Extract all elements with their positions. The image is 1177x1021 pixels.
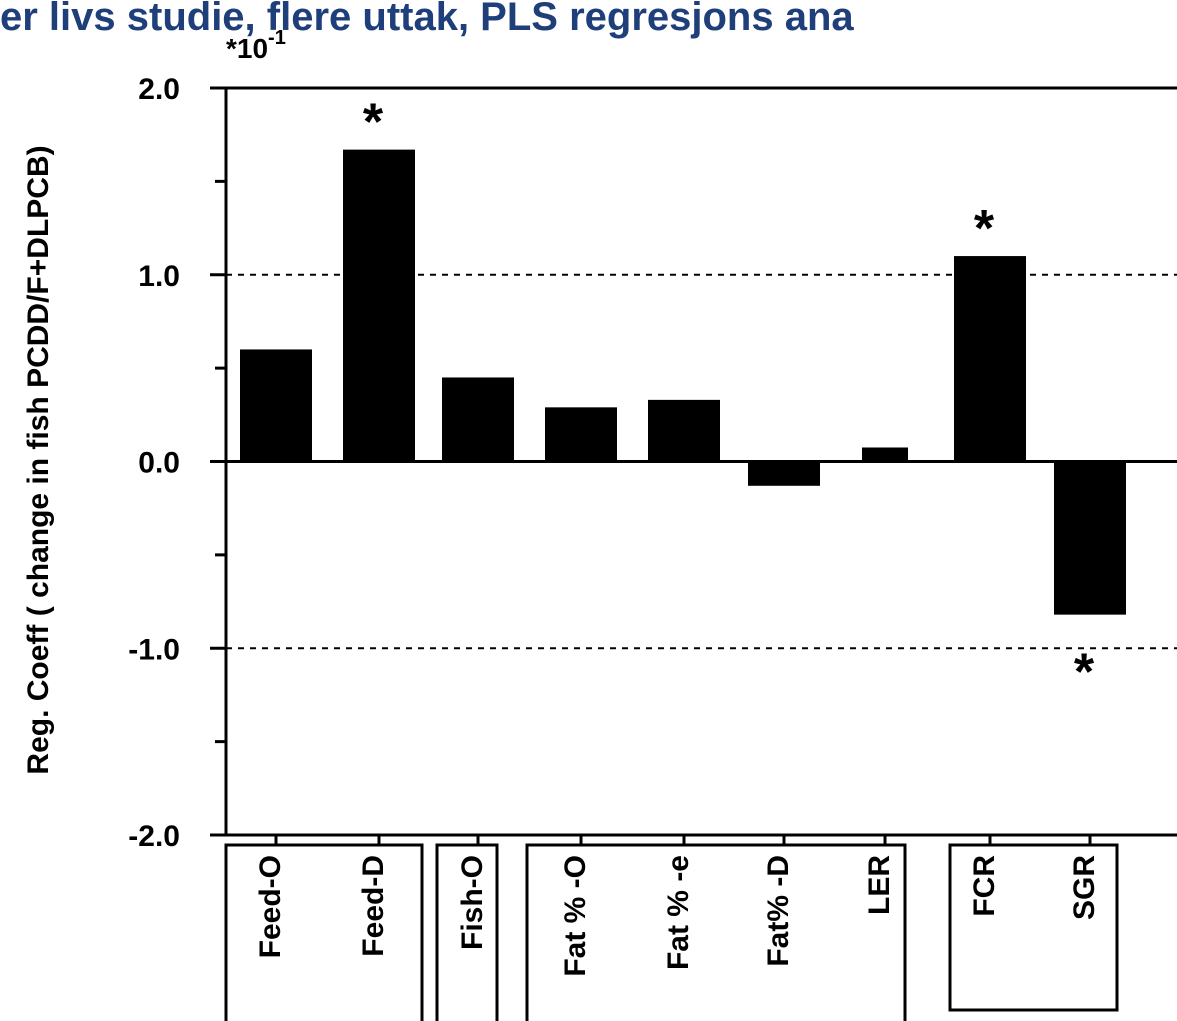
x-tick-label: Feed-O [254, 855, 287, 958]
bar [862, 447, 908, 462]
x-tick-label: Fat % -e [662, 855, 695, 970]
x-tick-label: Feed-D [357, 855, 390, 957]
x-tick-label: Fat % -O [559, 855, 592, 977]
group-boxes [224, 843, 1119, 1021]
bar [343, 149, 415, 462]
y-tick-label: 1.0 [138, 260, 180, 293]
x-tick-label: Fish-O [456, 855, 489, 950]
y-tick-label: 0.0 [138, 447, 180, 480]
x-tick-label: FCR [968, 855, 1001, 917]
significance-marker: * [1074, 644, 1095, 702]
scale-label: *10-1 [226, 27, 286, 64]
group-box [224, 843, 424, 1021]
y-axis-label: Reg. Coeff ( change in fish PCDD/F+DLPCB… [22, 145, 55, 774]
scale-exponent: -1 [268, 27, 286, 49]
bar [1054, 461, 1126, 615]
x-tick-label: Fat% -D [762, 855, 795, 967]
bar [240, 349, 312, 462]
significance-marker: * [974, 200, 995, 258]
group-box [525, 843, 907, 1021]
bar [748, 461, 820, 486]
bar [954, 256, 1026, 462]
y-tick-label: -1.0 [128, 633, 180, 666]
bar [648, 399, 720, 462]
y-tick-label: -2.0 [128, 820, 180, 853]
significance-marker: * [363, 94, 384, 152]
bar [545, 407, 617, 462]
y-tick-label: 2.0 [138, 73, 180, 106]
chart-title: er livs studie, flere uttak, PLS regresj… [0, 0, 854, 39]
bar [442, 377, 514, 462]
x-tick-label: LER [863, 855, 896, 915]
group-box [948, 843, 1119, 1012]
group-box [435, 843, 499, 1021]
x-tick-label: SGR [1068, 855, 1101, 920]
scale-base: *10 [226, 33, 268, 64]
